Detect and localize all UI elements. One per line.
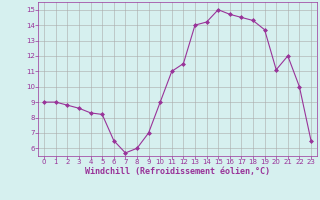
X-axis label: Windchill (Refroidissement éolien,°C): Windchill (Refroidissement éolien,°C) — [85, 167, 270, 176]
